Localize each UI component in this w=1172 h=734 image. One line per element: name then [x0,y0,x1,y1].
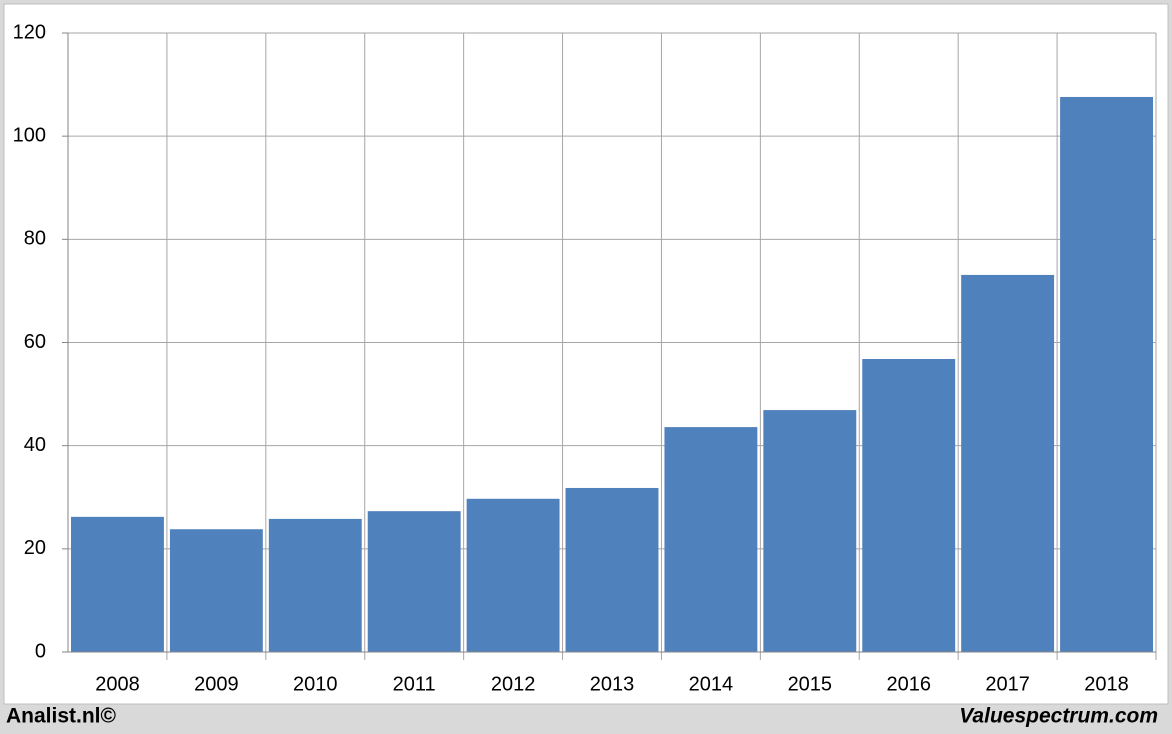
x-tick-label: 2014 [689,673,734,695]
x-tick-label: 2009 [194,673,239,695]
y-tick-label: 120 [13,21,46,43]
x-tick-label: 2018 [1084,673,1129,695]
y-tick-label: 40 [24,434,46,456]
source-left: Analist.nl© [6,705,117,728]
y-tick-label: 100 [13,124,46,146]
y-tick-label: 0 [35,640,46,662]
bar [71,516,164,652]
x-tick-label: 2010 [293,673,338,695]
bar [169,529,263,652]
bar [565,487,659,652]
y-tick-label: 20 [24,537,46,559]
x-tick-label: 2017 [985,673,1030,695]
bar [961,274,1055,652]
bar [466,498,560,652]
x-tick-label: 2016 [886,673,931,695]
bar [367,511,461,652]
x-tick-label: 2008 [95,673,140,695]
bar [268,518,362,652]
bar [664,427,758,652]
bar [1060,96,1153,653]
x-tick-label: 2011 [393,673,436,695]
y-tick-label: 80 [24,228,46,250]
bar [763,410,857,652]
bar [862,359,956,652]
x-tick-label: 2013 [590,673,635,695]
source-right: Valuespectrum.com [959,705,1158,728]
y-tick-label: 60 [24,331,46,353]
x-tick-label: 2015 [788,673,833,695]
x-tick-label: 2012 [491,673,536,695]
